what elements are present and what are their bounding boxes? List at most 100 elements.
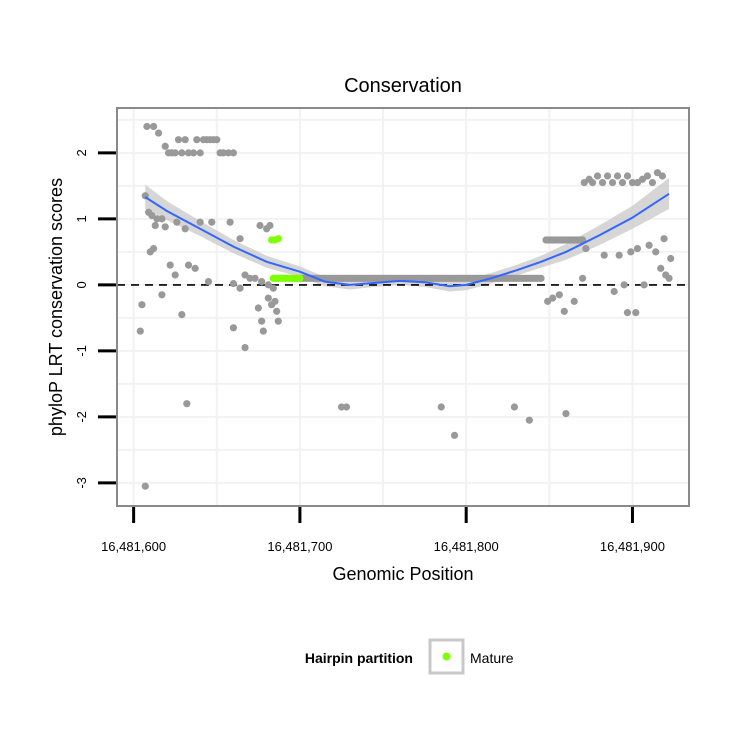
scatter-points <box>136 122 675 490</box>
conservation-point <box>149 122 158 131</box>
conservation-point <box>173 218 181 226</box>
conservation-point <box>627 248 635 256</box>
conservation-point <box>667 254 675 263</box>
conservation-point <box>184 149 193 157</box>
smooth-trend-line <box>144 192 670 288</box>
conservation-point <box>136 327 144 335</box>
x-tick-label: 16,481,900 <box>600 539 665 554</box>
mature-point <box>296 274 304 282</box>
conservation-point <box>643 172 652 180</box>
conservation-point <box>174 136 183 144</box>
y-tick-label: -2 <box>74 411 89 423</box>
conservation-point <box>251 274 259 282</box>
conservation-point <box>578 274 587 282</box>
conservation-point <box>241 343 249 352</box>
conservation-point <box>263 225 271 233</box>
y-tick-label: -3 <box>74 477 89 489</box>
conservation-point <box>610 287 618 296</box>
conservation-point <box>342 403 351 411</box>
conservation-point <box>570 297 578 305</box>
conservation-point <box>258 317 266 325</box>
conservation-point <box>615 251 623 259</box>
conservation-point <box>633 244 642 253</box>
conservation-point <box>603 172 612 180</box>
conservation-point <box>623 172 632 180</box>
x-axis: 16,481,600 16,481,700 16,481,800 16,481,900 <box>101 507 665 554</box>
conservation-point <box>337 403 346 411</box>
conservation-point <box>657 264 665 272</box>
conservation-point <box>258 277 266 286</box>
x-tick-label: 16,481,600 <box>101 539 166 554</box>
conservation-point <box>628 178 637 187</box>
conservation-point <box>510 403 519 411</box>
conservation-point <box>184 261 193 269</box>
conservation-point <box>652 248 660 256</box>
conservation-point <box>196 149 204 157</box>
conservation-point <box>593 172 602 180</box>
conservation-point <box>588 178 597 187</box>
conservation-point <box>189 149 198 157</box>
conservation-point <box>274 317 282 325</box>
conservation-point <box>648 178 657 187</box>
conservation-point <box>219 149 228 157</box>
conservation-point <box>138 301 146 309</box>
conservation-point <box>229 149 237 157</box>
conservation-point <box>161 142 169 150</box>
y-tick-label: -1 <box>74 345 89 357</box>
y-tick-label: 1 <box>74 215 89 222</box>
conservation-point <box>660 235 668 243</box>
conservation-point <box>525 416 533 424</box>
conservation-point <box>178 149 186 157</box>
conservation-point <box>204 277 213 286</box>
conservation-point <box>582 244 590 253</box>
conservation-point <box>229 324 237 332</box>
x-tick-label: 16,481,800 <box>434 539 499 554</box>
conservation-point <box>141 482 149 490</box>
conservation-point <box>555 291 563 299</box>
conservation-point <box>658 172 666 180</box>
x-axis-title: Genomic Position <box>332 564 473 584</box>
conservation-point <box>437 403 445 411</box>
conservation-point <box>226 218 234 226</box>
conservation-point <box>171 149 179 157</box>
conservation-point <box>632 309 640 317</box>
conservation-point <box>153 215 161 223</box>
conservation-point <box>166 261 174 269</box>
conservation-point <box>613 172 622 180</box>
y-axis-title: phyloP LRT conservation scores <box>46 178 66 436</box>
panel-border <box>116 107 690 507</box>
conservation-point <box>665 274 673 282</box>
conservation-point <box>181 136 189 144</box>
conservation-point <box>208 218 216 226</box>
conservation-point <box>623 309 632 317</box>
conservation-point <box>269 284 277 292</box>
legend-title: Hairpin partition <box>305 650 413 666</box>
conservation-point <box>450 431 459 439</box>
conservation-point <box>224 149 233 157</box>
conservation-point <box>181 225 189 233</box>
legend: Hairpin partition Mature <box>305 638 514 675</box>
conservation-point <box>161 223 169 231</box>
conservation-point <box>600 251 608 259</box>
conservation-point <box>191 264 199 272</box>
conservation-point <box>537 274 545 282</box>
legend-label-mature: Mature <box>470 650 514 666</box>
panel <box>117 108 689 506</box>
conservation-point <box>193 136 201 144</box>
conservation-point <box>273 307 281 315</box>
conservation-point <box>196 218 204 226</box>
conservation-point <box>271 297 279 305</box>
conservation-point <box>149 244 158 253</box>
conservation-point <box>598 178 607 187</box>
conservation-point <box>645 241 653 249</box>
mature-point <box>274 235 282 243</box>
conservation-point <box>171 271 179 279</box>
conservation-point <box>608 178 617 187</box>
conservation-point <box>236 235 244 243</box>
conservation-point <box>640 281 648 289</box>
y-tick-label: 2 <box>74 149 89 156</box>
conservation-point <box>264 294 272 302</box>
conservation-point <box>560 307 568 315</box>
y-tick-label: 0 <box>74 281 89 288</box>
